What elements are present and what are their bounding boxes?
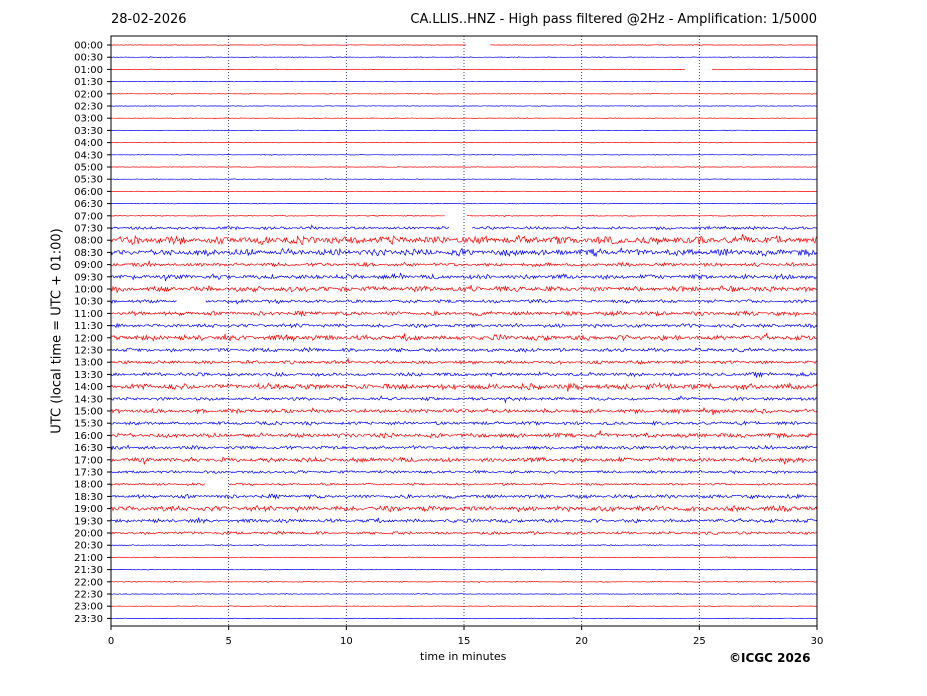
trace-1130 <box>110 322 818 329</box>
y-tick-label: 15:00 <box>74 407 103 418</box>
trace-0730 <box>110 224 818 231</box>
trace-0830 <box>110 247 818 258</box>
y-tick-label: 16:30 <box>74 443 103 454</box>
y-tick-label: 02:00 <box>74 89 103 100</box>
y-tick-label: 00:30 <box>74 53 103 64</box>
y-tick-label: 22:30 <box>74 590 103 601</box>
y-tick-label: 20:00 <box>74 529 103 540</box>
x-axis-label: time in minutes <box>420 650 507 663</box>
trace-1900 <box>110 504 818 513</box>
trace-0300 <box>110 117 818 120</box>
trace-1800 <box>110 482 818 487</box>
y-axis-label: UTC (local time = UTC + 01:00) <box>49 228 65 434</box>
y-tick-label: 03:00 <box>74 114 103 125</box>
y-tick-label: 11:00 <box>74 309 103 320</box>
chart-title: CA.LLIS..HNZ - High pass filtered @2Hz -… <box>410 12 817 27</box>
y-tick-label: 06:00 <box>74 187 103 198</box>
date-label: 28-02-2026 <box>111 12 187 27</box>
y-tick-label: 23:30 <box>74 614 103 625</box>
y-tick-label: 10:00 <box>74 285 103 296</box>
trace-0630 <box>110 202 817 205</box>
y-tick-label: 20:30 <box>74 541 103 552</box>
y-tick-label: 09:00 <box>74 260 103 271</box>
y-tick-label: 03:30 <box>74 126 103 137</box>
y-tick-label: 02:30 <box>74 102 103 113</box>
trace-2000 <box>110 530 818 536</box>
y-tick-label: 19:30 <box>74 516 103 527</box>
y-tick-label: 01:00 <box>74 65 103 76</box>
y-tick-label: 08:00 <box>74 236 103 247</box>
trace-1600 <box>110 430 818 440</box>
trace-0330 <box>110 129 818 132</box>
y-tick-label: 15:30 <box>74 419 103 430</box>
y-tick-label: 17:00 <box>74 455 103 466</box>
trace-1300 <box>110 357 818 365</box>
y-tick-label: 06:30 <box>74 199 103 210</box>
y-tick-label: 09:30 <box>74 272 103 283</box>
trace-0600 <box>110 190 818 193</box>
x-tick-label: 0 <box>108 636 114 647</box>
trace-0500 <box>110 166 817 168</box>
y-tick-label: 00:00 <box>74 41 103 52</box>
y-tick-label: 07:00 <box>74 211 103 222</box>
y-tick-label: 12:00 <box>74 333 103 344</box>
copyright-notice: ©ICGC 2026 <box>729 651 811 665</box>
x-tick-label: 25 <box>693 636 706 647</box>
y-tick-label: 12:30 <box>74 346 103 357</box>
y-tick-label: 18:30 <box>74 492 103 503</box>
trace-2030 <box>111 544 818 547</box>
trace-1930 <box>110 517 818 525</box>
y-tick-label: 13:00 <box>74 358 103 369</box>
trace-0100 <box>110 68 817 71</box>
x-tick-label: 5 <box>225 636 231 647</box>
trace-1030 <box>110 298 818 305</box>
y-tick-label: 05:30 <box>74 175 103 186</box>
y-tick-label: 14:00 <box>74 382 103 393</box>
trace-0700 <box>110 214 818 218</box>
y-tick-label: 07:30 <box>74 224 103 235</box>
y-tick-label: 17:30 <box>74 468 103 479</box>
trace-0400 <box>110 141 818 144</box>
y-tick-label: 04:30 <box>74 150 103 161</box>
y-tick-label: 18:00 <box>74 480 103 491</box>
x-tick-label: 10 <box>340 636 353 647</box>
y-tick-label: 05:00 <box>74 163 103 174</box>
y-tick-label: 13:30 <box>74 370 103 381</box>
y-tick-label: 11:30 <box>74 321 103 332</box>
trace-2100 <box>110 556 818 559</box>
y-tick-label: 21:30 <box>74 565 103 576</box>
y-tick-label: 10:30 <box>74 297 103 308</box>
y-tick-label: 01:30 <box>74 77 103 88</box>
trace-0000 <box>111 44 818 46</box>
y-tick-label: 04:00 <box>74 138 103 149</box>
y-tick-label: 14:30 <box>74 394 103 405</box>
trace-1700 <box>110 455 818 465</box>
y-tick-label: 21:00 <box>74 553 103 564</box>
y-tick-label: 19:00 <box>74 504 103 515</box>
trace-0530 <box>110 177 818 180</box>
y-tick-label: 23:00 <box>74 602 103 613</box>
y-tick-label: 08:30 <box>74 248 103 259</box>
x-tick-label: 30 <box>811 636 824 647</box>
x-tick-label: 20 <box>575 636 588 647</box>
x-tick-label: 15 <box>458 636 471 647</box>
trace-1830 <box>110 493 818 500</box>
trace-2130 <box>110 568 818 571</box>
y-tick-label: 16:00 <box>74 431 103 442</box>
trace-0430 <box>110 153 817 156</box>
y-tick-label: 22:00 <box>74 577 103 588</box>
